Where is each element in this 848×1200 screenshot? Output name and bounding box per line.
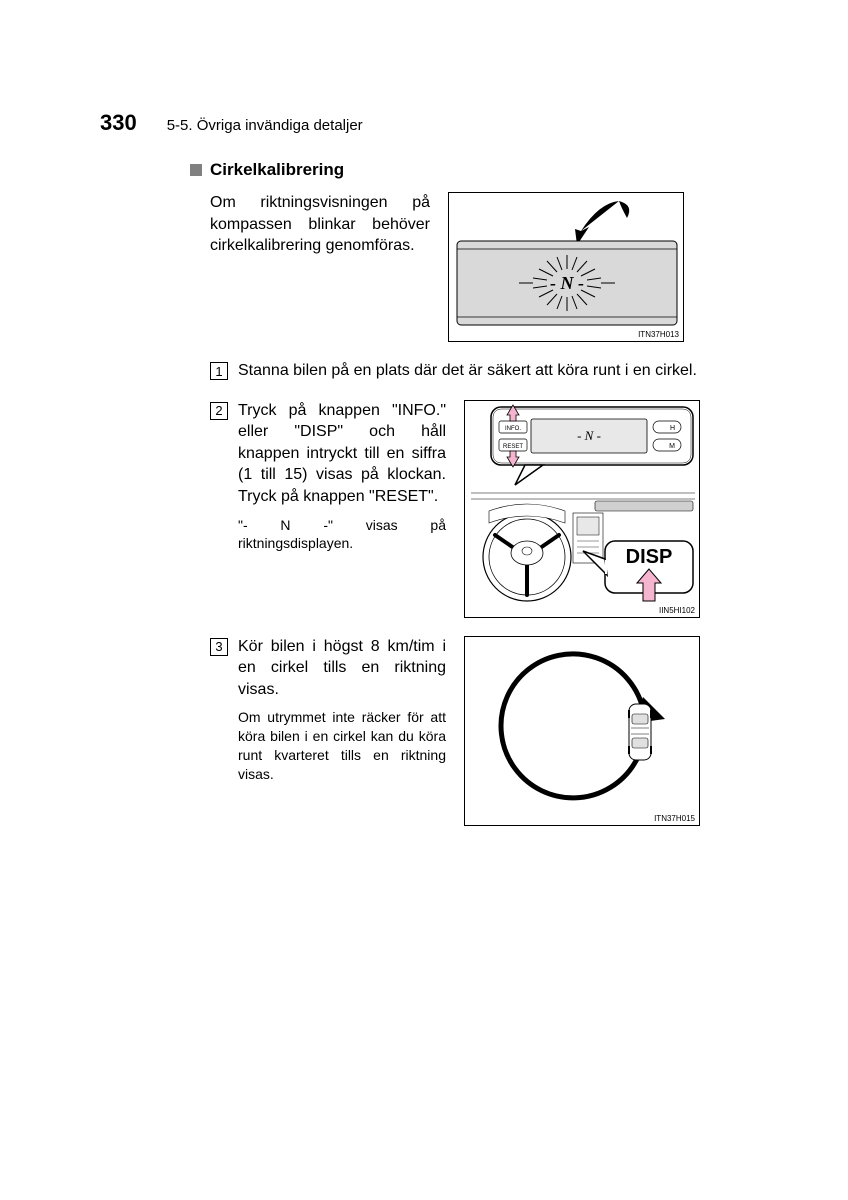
svg-text:RESET: RESET bbox=[503, 444, 523, 450]
step-2-text: Tryck på knappen "INFO." eller "DISP" oc… bbox=[238, 400, 446, 508]
compass-n-label: - N - bbox=[550, 273, 584, 293]
figure-code: ITN37H015 bbox=[654, 814, 695, 823]
page-header: 330 5-5. Övriga invändiga detaljer bbox=[100, 110, 768, 136]
step-3-text: Kör bilen i högst 8 km/tim i en cirkel t… bbox=[238, 636, 446, 701]
figure-circle-drive: ITN37H015 bbox=[464, 636, 700, 826]
intro-text: Om riktningsvisningen på kompassen blink… bbox=[210, 192, 430, 342]
step-1: 1 Stanna bilen på en plats där det är sä… bbox=[210, 360, 768, 382]
step-number: 2 bbox=[210, 402, 228, 420]
figure-dashboard: - N - INFO. RESET H M bbox=[464, 400, 700, 618]
figure-code: ITN37H013 bbox=[638, 330, 679, 339]
svg-text:INFO.: INFO. bbox=[505, 426, 521, 432]
chapter-title: 5-5. Övriga invändiga detaljer bbox=[167, 117, 363, 134]
step-number: 3 bbox=[210, 638, 228, 656]
dashboard-svg: - N - INFO. RESET H M bbox=[465, 401, 701, 619]
intro-row: Om riktningsvisningen på kompassen blink… bbox=[210, 192, 768, 342]
step-number: 1 bbox=[210, 362, 228, 380]
svg-text:DISP: DISP bbox=[626, 546, 673, 568]
svg-text:M: M bbox=[669, 443, 675, 450]
compass-mirror-svg: - N - bbox=[449, 193, 685, 343]
section-title: Cirkelkalibrering bbox=[210, 160, 344, 180]
figure-compass-mirror: - N - ITN37H013 bbox=[448, 192, 684, 342]
section-heading: Cirkelkalibrering bbox=[190, 160, 768, 180]
step-2: 2 Tryck på knappen "INFO." eller "DISP" … bbox=[210, 400, 768, 618]
step-2-note: "- N -" visas på riktningsdisplayen. bbox=[238, 516, 446, 554]
step-3: 3 Kör bilen i högst 8 km/tim i en cirkel… bbox=[210, 636, 768, 826]
svg-text:H: H bbox=[670, 425, 675, 432]
step-3-note: Om utrymmet inte räcker för att köra bil… bbox=[238, 708, 446, 784]
square-bullet-icon bbox=[190, 164, 202, 176]
circle-drive-svg bbox=[465, 637, 701, 827]
svg-text:- N -: - N - bbox=[577, 428, 601, 443]
figure-code: IIN5HI102 bbox=[659, 606, 695, 615]
page-number: 330 bbox=[100, 110, 137, 136]
step-1-text: Stanna bilen på en plats där det är säke… bbox=[238, 360, 697, 382]
